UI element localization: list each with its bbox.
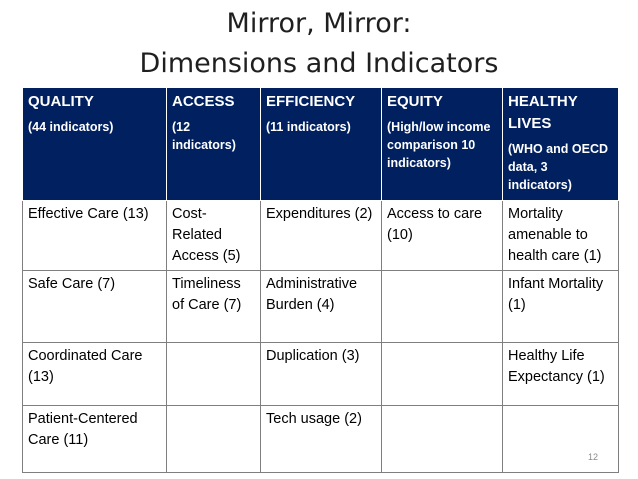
table-cell: Expenditures (2)	[260, 200, 382, 271]
table-cell	[381, 270, 503, 343]
table-cell: Infant Mortality (1)	[502, 270, 619, 343]
table-cell: Safe Care (7)	[22, 270, 167, 343]
page-number: 12	[588, 452, 599, 462]
header-quality: QUALITY (44 indicators)	[22, 87, 167, 201]
table-cell: Patient-Centered Care (11)	[22, 405, 167, 473]
table-row: Coordinated Care (13) Duplication (3) He…	[22, 342, 619, 406]
table-row: Safe Care (7) Timeliness of Care (7) Adm…	[22, 270, 619, 343]
table-row: Effective Care (13) Cost-Related Access …	[22, 200, 619, 271]
indicators-table: QUALITY (44 indicators) ACCESS (12 indicat…	[22, 87, 619, 473]
table-row: Patient-Centered Care (11) Tech usage (2…	[22, 405, 619, 473]
table-cell: Duplication (3)	[260, 342, 382, 406]
header-healthy-lives: HEALTHY LIVES (WHO and OECD data, 3 indic…	[502, 87, 619, 201]
table-cell: Mortality amenable to health care (1)	[502, 200, 619, 271]
table-cell	[166, 342, 261, 406]
title-line-1: Mirror, Mirror:	[226, 8, 412, 39]
table-cell: Tech usage (2)	[260, 405, 382, 473]
header-efficiency: EFFICIENCY (11 indicators)	[260, 87, 382, 201]
title-line-2: Dimensions and Indicators	[139, 48, 499, 79]
table-cell: Administrative Burden (4)	[260, 270, 382, 343]
table-cell	[381, 405, 503, 473]
table-cell: Healthy Life Expectancy (1)	[502, 342, 619, 406]
table-cell	[166, 405, 261, 473]
table-cell: Access to care (10)	[381, 200, 503, 271]
header-access: ACCESS (12 indicators)	[166, 87, 261, 201]
header-row: QUALITY (44 indicators) ACCESS (12 indicat…	[22, 87, 619, 201]
table-cell	[381, 342, 503, 406]
slide-title: Mirror, Mirror: Dimensions and Indicator…	[0, 4, 638, 84]
table-cell: Cost-Related Access (5)	[166, 200, 261, 271]
table-cell: Coordinated Care (13)	[22, 342, 167, 406]
header-equity: EQUITY (High/low income comparison 10 ind…	[381, 87, 503, 201]
table-cell: Effective Care (13)	[22, 200, 167, 271]
table-cell: Timeliness of Care (7)	[166, 270, 261, 343]
table-cell	[502, 405, 619, 473]
